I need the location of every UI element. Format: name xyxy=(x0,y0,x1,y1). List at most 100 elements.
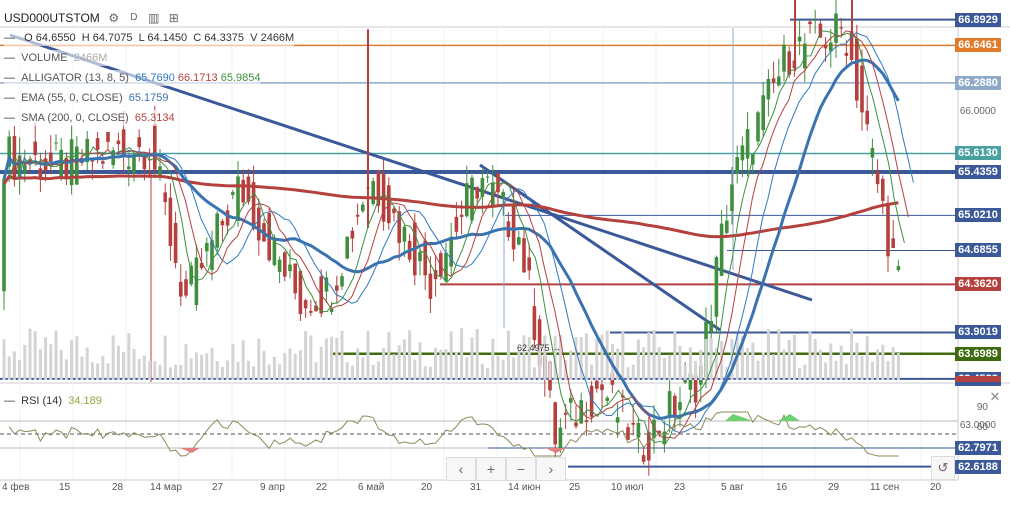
volume-bar xyxy=(59,349,63,380)
candle-body xyxy=(231,192,235,195)
candle-body xyxy=(293,263,297,294)
zoom-controls: ‹ + − › xyxy=(446,457,566,481)
candle-body xyxy=(678,402,682,411)
price-label: 62.6188 xyxy=(955,459,1001,474)
rsi-tick: 90 xyxy=(976,402,988,413)
indicator-row-alligator[interactable]: — ALLIGATOR (13, 8, 5) 65.7690 66.1713 6… xyxy=(4,70,261,86)
volume-bar xyxy=(90,362,94,380)
collapse-icon[interactable]: — xyxy=(4,52,15,64)
volume-bar xyxy=(314,362,318,380)
indicator-row-volume[interactable]: — VOLUME 2466M xyxy=(4,50,108,66)
volume-bar xyxy=(54,330,58,380)
candle-body xyxy=(579,400,583,424)
candle-body xyxy=(631,422,635,425)
volume-bar xyxy=(142,355,146,380)
scroll-left-button[interactable]: ‹ xyxy=(446,457,476,481)
candle-body xyxy=(428,273,433,299)
volume-bar xyxy=(205,353,209,380)
symbol-label[interactable]: USD000UTSTOM xyxy=(4,11,100,25)
zoom-out-button[interactable]: − xyxy=(506,457,536,481)
indicator-row-sma[interactable]: — SMA (200, 0, CLOSE) 65.3134 xyxy=(4,110,175,126)
candle-body xyxy=(673,395,677,417)
volume-bar xyxy=(772,354,776,380)
volume-bar xyxy=(345,362,349,380)
volume-bar xyxy=(283,352,287,380)
candle-body xyxy=(875,171,880,185)
volume-bar xyxy=(335,337,339,380)
low-value: 64.1450 xyxy=(147,32,188,44)
volume-bar xyxy=(673,331,677,380)
candle-body xyxy=(527,257,531,271)
volume-bar xyxy=(210,347,214,380)
volume-bar xyxy=(174,364,178,380)
collapse-icon[interactable]: — xyxy=(4,32,15,44)
candle-body xyxy=(28,159,32,163)
rsi-overbought-fill xyxy=(725,414,752,421)
volume-bar xyxy=(392,354,396,380)
candle-body xyxy=(511,206,516,250)
chart-type-icon[interactable]: ▥ xyxy=(148,11,160,25)
volume-bar xyxy=(553,335,557,380)
volume-bar xyxy=(746,348,750,380)
price-label: 64.3620 xyxy=(955,277,1001,292)
collapse-icon[interactable]: — xyxy=(4,92,15,104)
candle-body xyxy=(605,397,609,401)
volume-bar xyxy=(486,367,490,380)
candle-body xyxy=(839,27,843,29)
candle-body xyxy=(766,78,771,100)
indicator-value: 65.1759 xyxy=(128,92,169,104)
volume-bar xyxy=(558,335,562,380)
rsi-header[interactable]: — RSI (14) 34.189 xyxy=(4,393,102,409)
volume-bar xyxy=(470,337,474,380)
collapse-icon[interactable]: — xyxy=(4,72,15,84)
candle-body xyxy=(470,177,474,221)
candle-body xyxy=(719,223,724,276)
volume-bar xyxy=(444,349,448,380)
candle-body xyxy=(142,156,147,170)
candle-body xyxy=(517,237,521,245)
interval-label[interactable]: D xyxy=(130,12,138,23)
volume-bar xyxy=(803,364,807,380)
volume-bar xyxy=(740,335,744,380)
candle-body xyxy=(496,173,500,193)
rsi-tick: 60 xyxy=(976,422,988,433)
scroll-right-button[interactable]: › xyxy=(536,457,566,481)
price-label: 63.0000 xyxy=(959,419,996,431)
volume-bar xyxy=(636,339,640,380)
volume-bar xyxy=(132,349,136,380)
indicator-row-ema[interactable]: — EMA (55, 0, CLOSE) 65.1759 xyxy=(4,90,169,106)
price-label: 66.8929 xyxy=(955,12,1001,27)
indicator-value: 2466M xyxy=(73,52,108,64)
candle-body xyxy=(870,147,875,158)
collapse-icon[interactable]: — xyxy=(4,112,15,124)
candle-body xyxy=(475,187,479,199)
volume-bar xyxy=(824,362,828,380)
volume-bar xyxy=(64,359,68,380)
volume-bar xyxy=(278,364,282,380)
zoom-in-button[interactable]: + xyxy=(476,457,506,481)
reset-zoom-button[interactable]: ↺ xyxy=(931,456,955,480)
close-icon[interactable]: ✕ xyxy=(989,389,1001,404)
candle-body xyxy=(54,142,58,144)
volume-bar xyxy=(304,330,308,380)
alligator-teeth-line xyxy=(13,30,909,439)
volume-bar xyxy=(80,356,84,380)
time-tick: 16 xyxy=(776,482,788,493)
volume-bar xyxy=(85,347,89,380)
candle-body xyxy=(657,430,661,434)
time-tick: 23 xyxy=(674,482,686,493)
gear-icon[interactable]: ⚙ xyxy=(108,11,120,25)
time-axis[interactable]: 4 фев 15 28 14 мар 27 9 апр 22 6 май 20 31 14 июн 2… xyxy=(0,482,960,496)
candle-body xyxy=(449,236,453,267)
candle-body xyxy=(189,265,193,285)
candle-body xyxy=(179,281,183,297)
candle-body xyxy=(574,422,578,427)
collapse-icon[interactable]: — xyxy=(4,395,15,407)
candle-body xyxy=(553,402,557,445)
volume-bar xyxy=(657,347,661,380)
candle-body xyxy=(454,216,459,232)
volume-bar xyxy=(896,353,900,380)
compare-add-icon[interactable]: ⊞ xyxy=(168,11,179,25)
price-label: 66.6461 xyxy=(955,38,1001,53)
